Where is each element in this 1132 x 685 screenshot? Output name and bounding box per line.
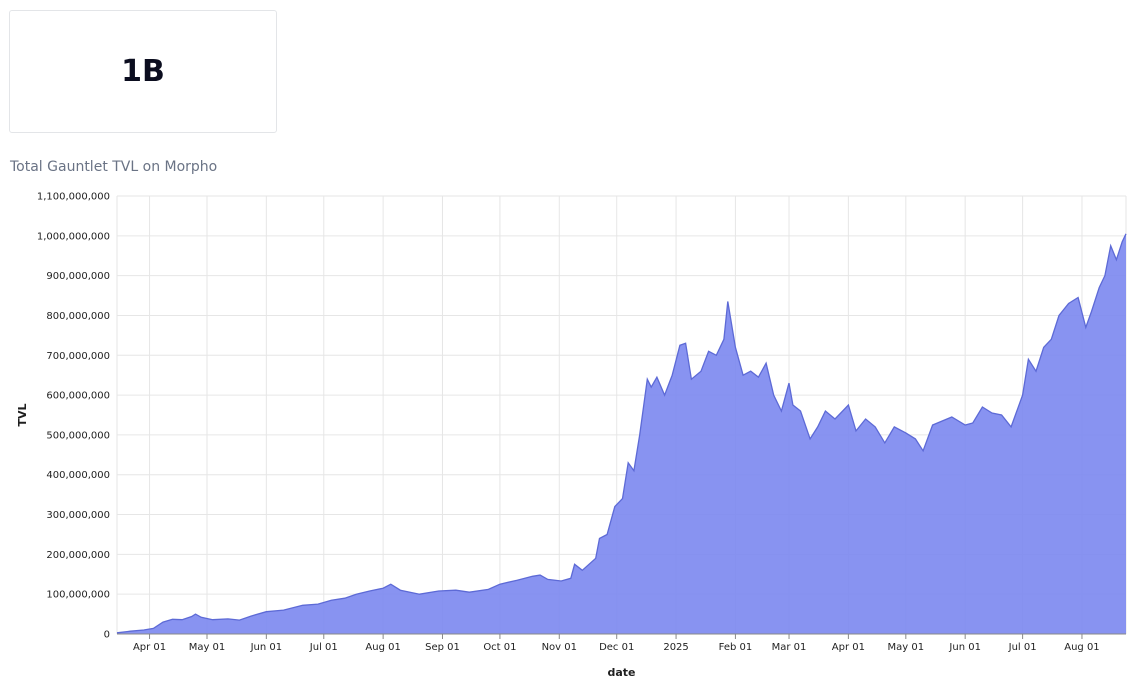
x-tick-label: 2025 (663, 642, 688, 653)
x-tick-label: Jun 01 (250, 642, 283, 653)
x-tick-label: Aug 01 (365, 642, 400, 653)
kpi-value: 1B (121, 54, 165, 89)
y-tick-label: 400,000,000 (46, 470, 110, 481)
y-tick-label: 600,000,000 (46, 391, 110, 402)
y-tick-label: 300,000,000 (46, 510, 110, 521)
y-tick-label: 500,000,000 (46, 430, 110, 441)
x-tick-label: Dec 01 (599, 642, 634, 653)
x-tick-label: Apr 01 (133, 642, 166, 653)
x-tick-label: Oct 01 (483, 642, 516, 653)
y-tick-label: 1,100,000,000 (37, 192, 110, 203)
x-axis-label: date (607, 666, 635, 679)
y-tick-label: 100,000,000 (46, 590, 110, 601)
x-tick-label: Nov 01 (542, 642, 577, 653)
y-tick-label: 0 (104, 630, 110, 641)
x-tick-label: Jul 01 (309, 642, 338, 653)
y-tick-label: 900,000,000 (46, 271, 110, 282)
y-tick-label: 700,000,000 (46, 351, 110, 362)
tvl-area (117, 233, 1126, 635)
y-tick-label: 1,000,000,000 (37, 231, 110, 242)
chart-title: Total Gauntlet TVL on Morpho (10, 159, 218, 175)
x-tick-label: May 01 (189, 642, 226, 653)
y-axis-label: TVL (16, 403, 29, 426)
tvl-line (116, 233, 1127, 634)
y-tick-label: 800,000,000 (46, 311, 110, 322)
x-tick-label: Feb 01 (719, 642, 753, 653)
y-tick-label: 200,000,000 (46, 550, 110, 561)
kpi-card: 1B (9, 10, 277, 133)
x-tick-label: Sep 01 (425, 642, 460, 653)
x-tick-label: Jun 01 (948, 642, 981, 653)
x-tick-label: Jul 01 (1008, 642, 1037, 653)
x-tick-label: May 01 (888, 642, 925, 653)
x-tick-label: Apr 01 (832, 642, 865, 653)
x-tick-label: Aug 01 (1064, 642, 1099, 653)
x-tick-label: Mar 01 (772, 642, 807, 653)
